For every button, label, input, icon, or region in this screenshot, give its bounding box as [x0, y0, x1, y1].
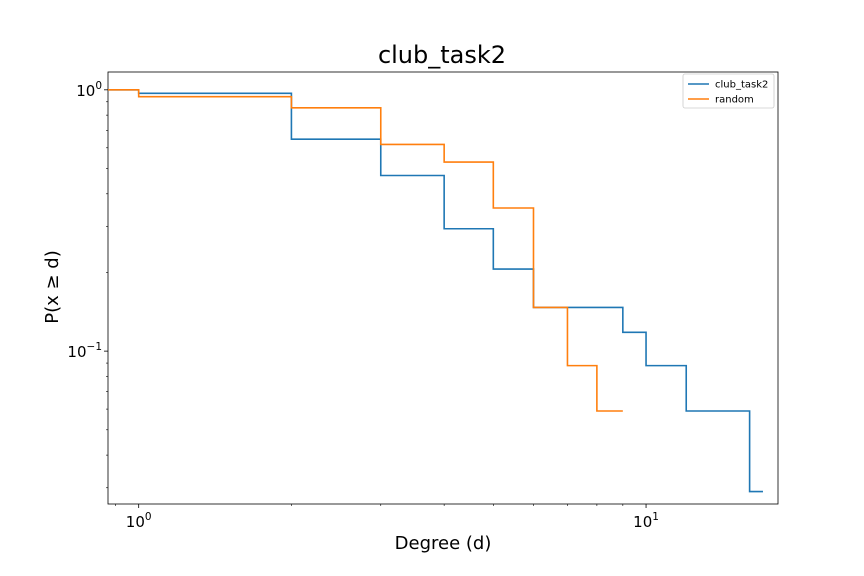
y-tick-label: 10−1 [67, 341, 102, 361]
legend-label: club_task2 [715, 80, 768, 91]
y-tick-label: 100 [76, 80, 102, 100]
series-line-random [108, 89, 623, 412]
chart-title: club_task2 [378, 41, 506, 69]
legend-label: random [715, 95, 754, 106]
y-axis-label: P(x ≥ d) [42, 250, 63, 324]
lines-layer [108, 89, 763, 493]
plot-area [107, 71, 779, 505]
axes-frame [107, 71, 779, 505]
x-tick-label: 100 [126, 511, 152, 531]
x-tick-label: 101 [633, 511, 659, 531]
ticks-layer: 100 101 100 10−1 [67, 80, 659, 531]
x-axis-label: Degree (d) [395, 533, 492, 554]
series-line-club-task2 [108, 89, 763, 493]
